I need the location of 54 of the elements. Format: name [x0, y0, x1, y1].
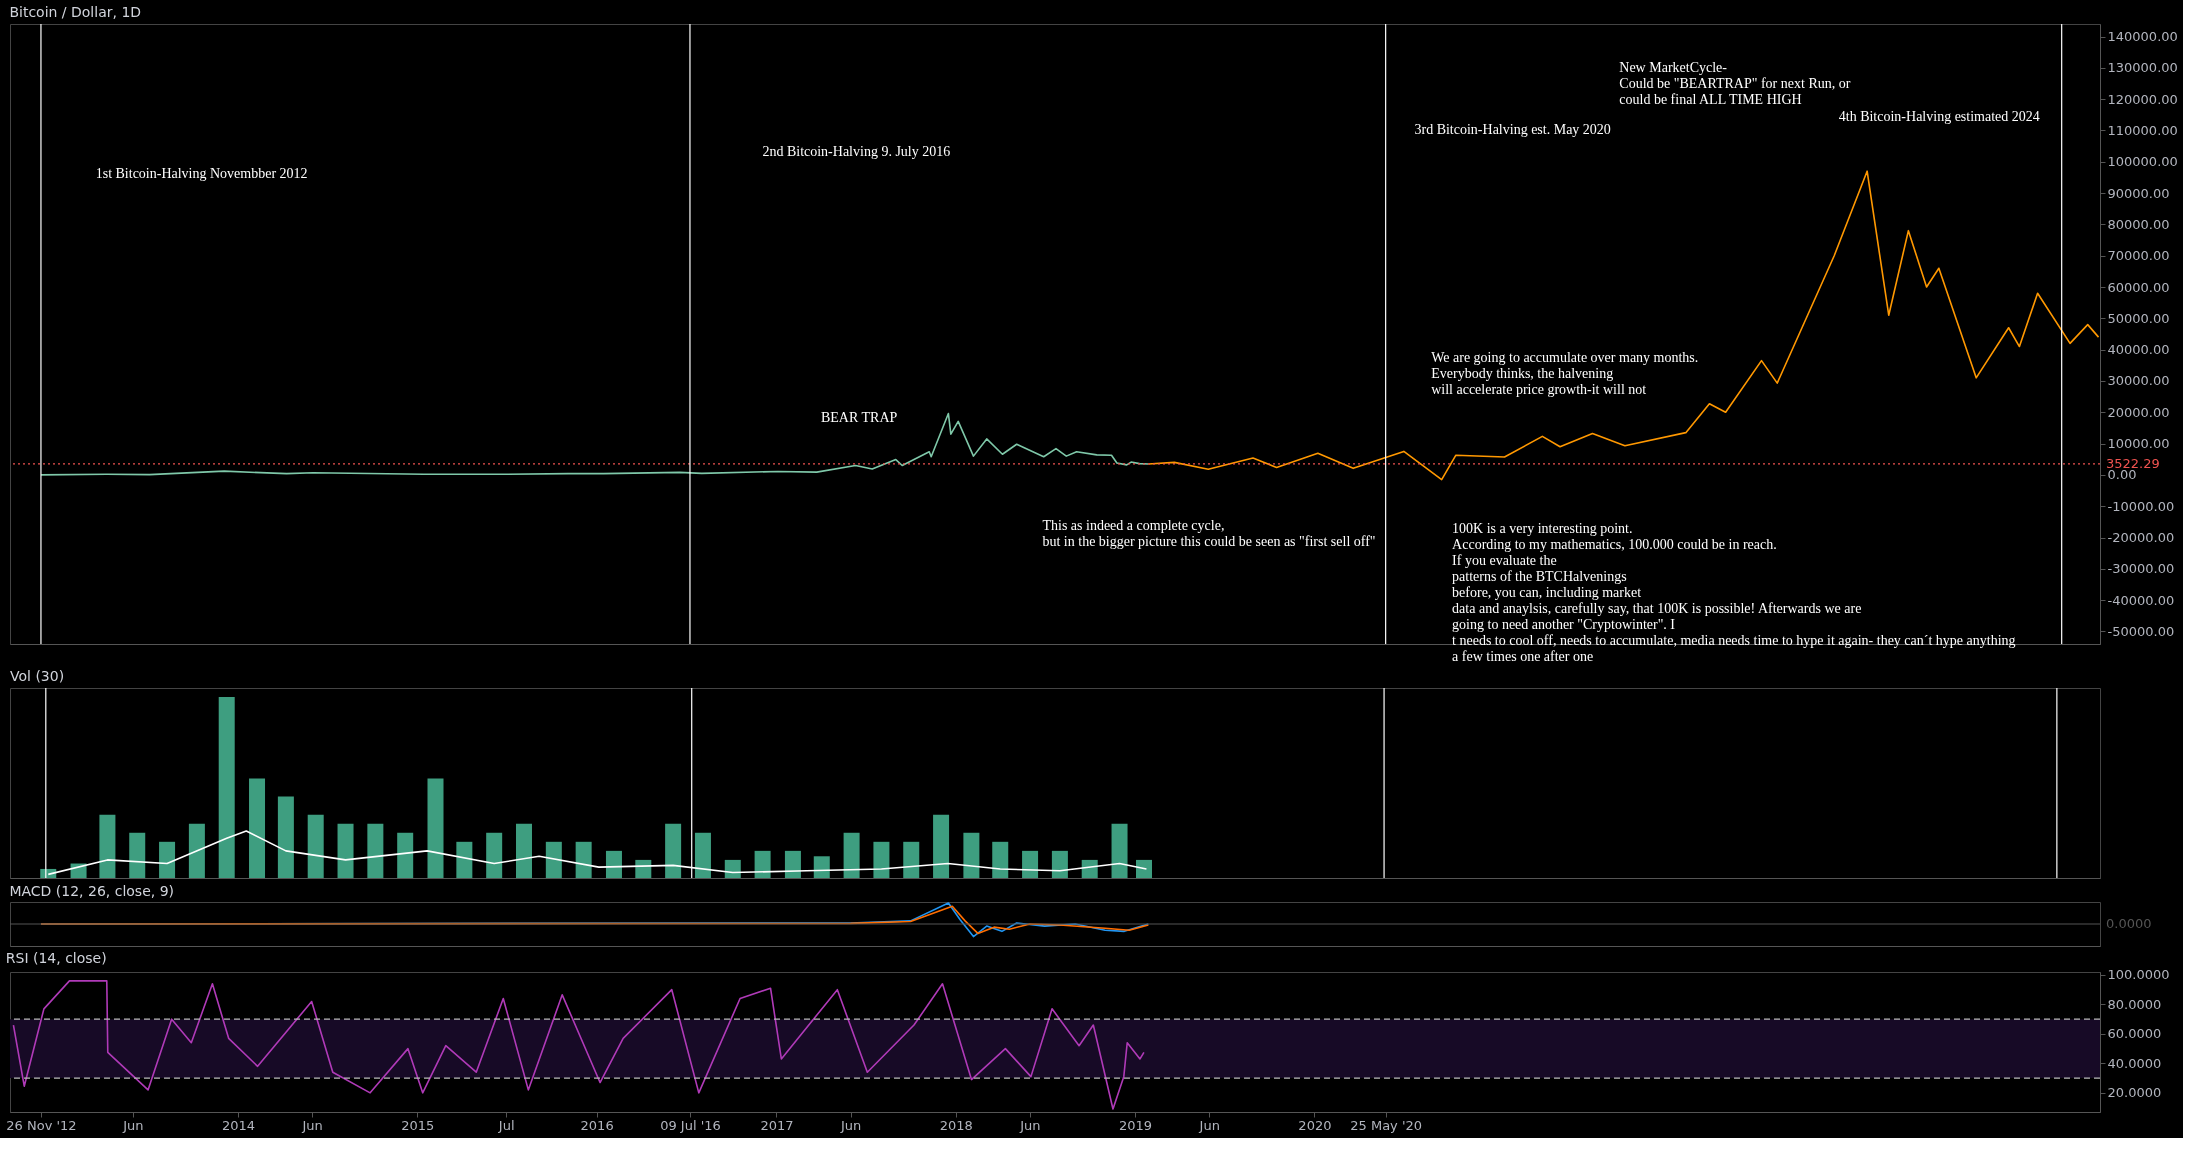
y-tick-label: 100.0000: [2107, 967, 2170, 983]
y-tick-label: 130000.00: [2107, 60, 2178, 76]
x-tick-label: 2016: [580, 1117, 614, 1133]
x-tick-label: 2017: [760, 1117, 794, 1133]
chart-title: Bitcoin / Dollar, 1D: [9, 4, 142, 21]
chart-title: RSI (14, close): [5, 949, 107, 966]
x-tick-label: Jun: [122, 1117, 144, 1133]
y-tick-label: 80.0000: [2107, 996, 2162, 1012]
annotation: BEAR TRAP: [820, 409, 898, 425]
x-tick-label: 2014: [221, 1117, 256, 1133]
x-tick-label: 25 May '20: [1350, 1117, 1423, 1133]
annotation: We are going to accumulate over many months. Everybody thinks, the halvening will accelerate price growth-it will not: [1431, 349, 1699, 397]
x-tick-label: Jun: [839, 1117, 862, 1133]
annotation: This as indeed a complete cycle, but in the bigger picture this could be seen as "first sell off": [1042, 517, 1376, 549]
y-tick-label: 40000.00: [2107, 342, 2170, 358]
y-tick-label: 50000.00: [2107, 310, 2170, 326]
y-tick-label: -40000.00: [2107, 592, 2175, 608]
annotation: 1st Bitcoin-Halving Novembber 2012: [95, 166, 308, 182]
annotation: 3rd Bitcoin-Halving est. May 2020: [1414, 122, 1611, 138]
annotation: 2nd Bitcoin-Halving 9. July 2016: [762, 143, 951, 159]
y-tick-label: 30000.00: [2107, 373, 2170, 389]
y-tick-label: 100000.00: [2107, 154, 2178, 170]
y-tick-label: 70000.00: [2107, 248, 2170, 264]
y-tick-label: -20000.00: [2107, 530, 2175, 546]
y-tick-label: 90000.00: [2107, 185, 2170, 201]
y-tick-label: 60000.00: [2107, 279, 2170, 295]
annotation: New MarketCycle- Could be "BEARTRAP" for next Run, or could be final ALL TIME HIGH: [1619, 60, 1851, 108]
y-tick-label: 10000.00: [2107, 436, 2170, 452]
y-tick-label: 20000.00: [2107, 404, 2170, 420]
x-tick-label: Jul: [497, 1117, 515, 1133]
chart-title: Vol (30): [10, 668, 65, 685]
ref-line-label: 0.0000: [2106, 916, 2152, 931]
x-tick-label: 2015: [401, 1117, 435, 1133]
x-tick-label: 2019: [1119, 1117, 1153, 1133]
y-tick-label: -30000.00: [2107, 561, 2175, 577]
x-tick-label: 26 Nov '12: [6, 1117, 77, 1133]
y-tick-label: 110000.00: [2107, 122, 2178, 138]
y-tick-label: -50000.00: [2107, 623, 2175, 639]
x-tick-label: Jun: [1198, 1117, 1220, 1133]
y-tick-label: 20.0000: [2107, 1085, 2162, 1101]
y-tick-label: -10000.00: [2107, 498, 2175, 514]
x-tick-label: 09 Jul '16: [660, 1117, 721, 1133]
y-tick-label: 140000.00: [2107, 29, 2178, 45]
y-tick-label: 120000.00: [2107, 91, 2178, 107]
annotation: 4th Bitcoin-Halving estimated 2024: [1838, 109, 2040, 125]
x-tick-label: 2020: [1298, 1117, 1332, 1133]
y-tick-label: 40.0000: [2107, 1055, 2162, 1071]
x-tick-label: Jun: [301, 1117, 323, 1133]
chart-title: MACD (12, 26, close, 9): [9, 883, 175, 899]
y-tick-label: 60.0000: [2107, 1026, 2162, 1042]
y-tick-label: 80000.00: [2107, 216, 2170, 232]
text: 100K is a very interesting point. According to my mathematics, 100.000 could be in reach. If you evaluate the patterns of the BTCHalvenings before, you can, including market data and anaylsis, carefully say, that 100K is possible! Afterwards we are going to need another "Cryptowinter". I t needs to cool off, needs to accumulate, media needs time to hype it again- they can´t hype anything a few times one after one: [1452, 521, 2016, 665]
x-tick-label: Jun: [1019, 1117, 1041, 1133]
x-tick-label: 2018: [939, 1117, 973, 1133]
